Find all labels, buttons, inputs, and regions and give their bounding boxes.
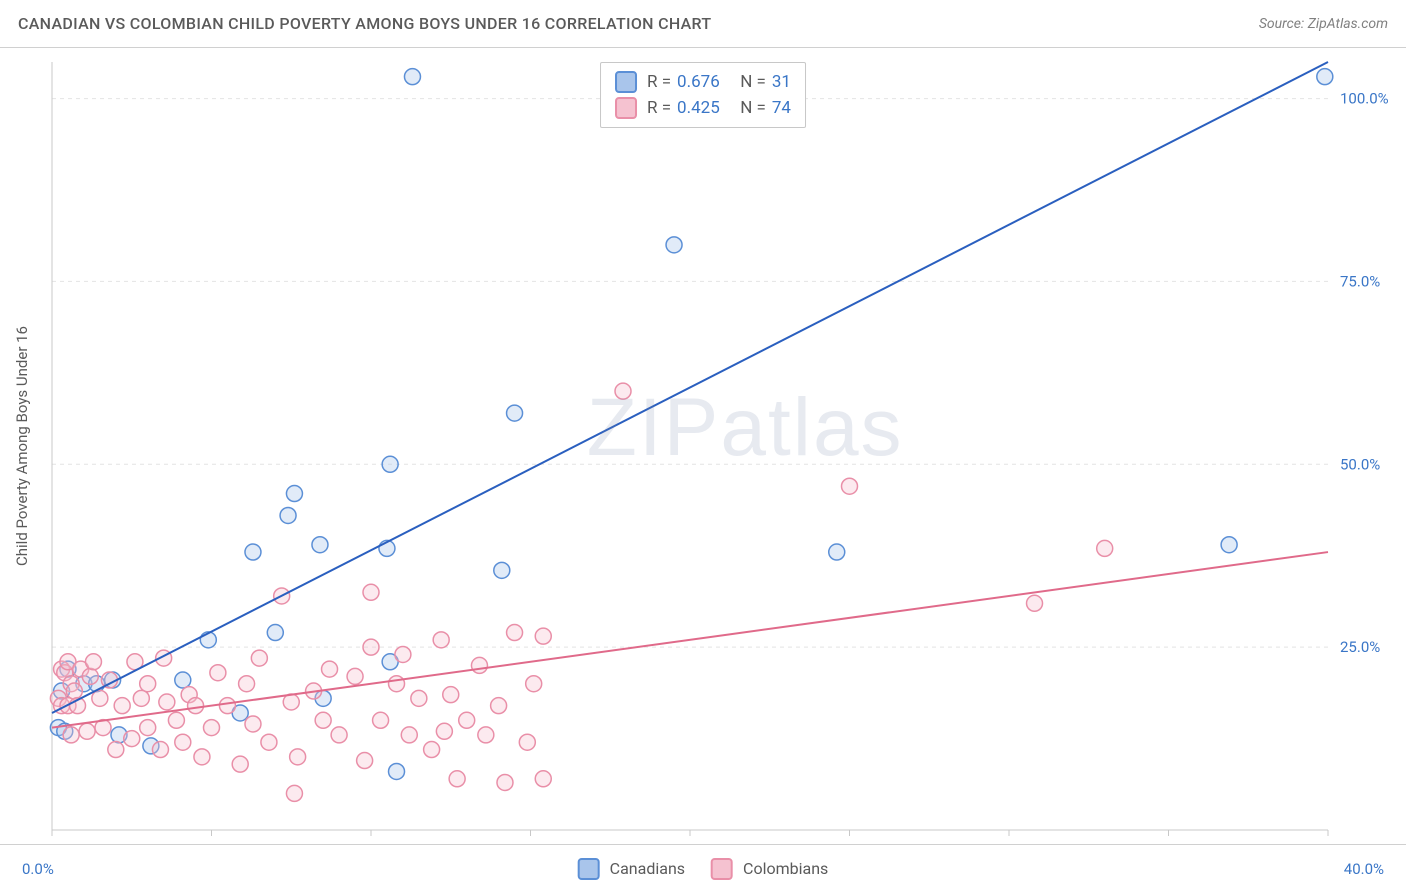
legend-label: Canadians bbox=[610, 859, 685, 878]
source-attribution: Source: ZipAtlas.com bbox=[1259, 16, 1388, 32]
svg-text:75.0%: 75.0% bbox=[1340, 272, 1380, 290]
legend-item: Colombians bbox=[711, 858, 828, 880]
series-legend: Canadians Colombians bbox=[566, 858, 841, 880]
source-link[interactable]: ZipAtlas.com bbox=[1308, 16, 1388, 32]
chart-footer: 0.0% Canadians Colombians 40.0% bbox=[0, 844, 1406, 892]
legend-swatch bbox=[615, 71, 637, 93]
svg-text:25.0%: 25.0% bbox=[1340, 638, 1380, 656]
source-prefix: Source: bbox=[1259, 16, 1308, 32]
legend-swatch bbox=[711, 858, 733, 880]
svg-text:100.0%: 100.0% bbox=[1340, 90, 1389, 108]
correlation-legend: R = 0.676 N = 31 R = 0.425 N = 74 bbox=[600, 62, 806, 128]
legend-stats: R = 0.676 N = 31 bbox=[647, 72, 791, 92]
legend-stats: R = 0.425 N = 74 bbox=[647, 98, 791, 118]
correlation-legend-row: R = 0.425 N = 74 bbox=[615, 95, 791, 121]
x-axis-max-label: 40.0% bbox=[1344, 860, 1384, 878]
legend-item: Canadians bbox=[578, 858, 685, 880]
correlation-legend-row: R = 0.676 N = 31 bbox=[615, 69, 791, 95]
legend-swatch bbox=[578, 858, 600, 880]
scatter-chart: 25.0% 50.0% 75.0% 100.0% bbox=[0, 48, 1406, 844]
svg-text:50.0%: 50.0% bbox=[1340, 455, 1380, 473]
legend-swatch bbox=[615, 97, 637, 119]
legend-label: Colombians bbox=[743, 859, 828, 878]
chart-header: CANADIAN VS COLOMBIAN CHILD POVERTY AMON… bbox=[0, 0, 1406, 48]
x-axis-min-label: 0.0% bbox=[22, 860, 54, 878]
chart-title: CANADIAN VS COLOMBIAN CHILD POVERTY AMON… bbox=[18, 14, 711, 33]
plot-area: 25.0% 50.0% 75.0% 100.0% bbox=[0, 48, 1406, 844]
